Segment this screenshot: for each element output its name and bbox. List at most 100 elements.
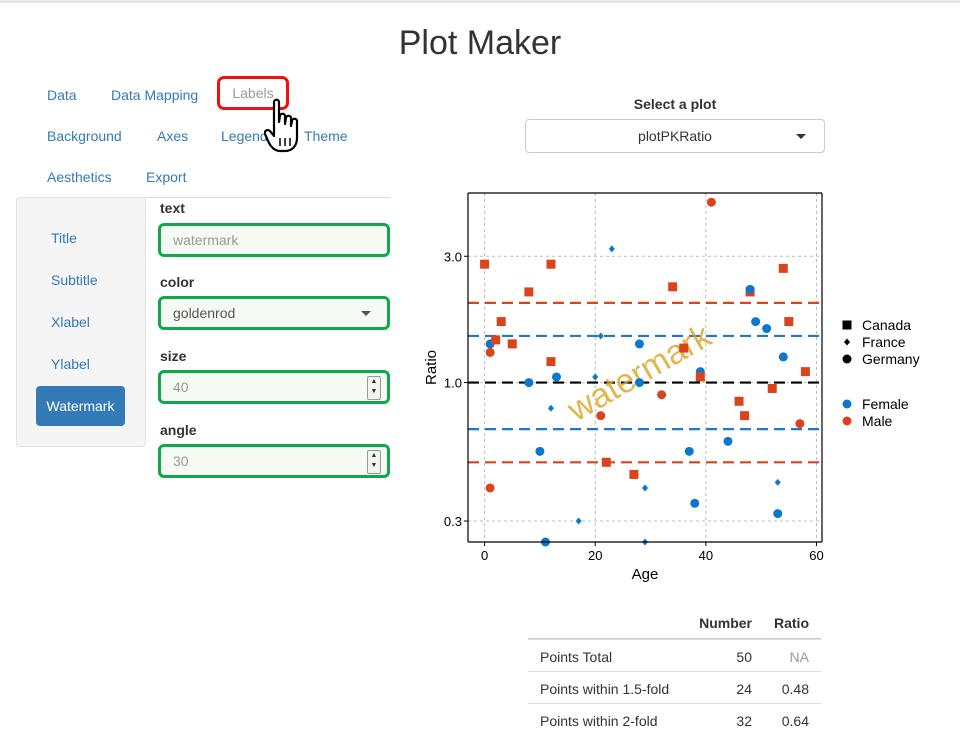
subtab-ylabel[interactable]: Ylabel: [51, 356, 90, 372]
tab-legend[interactable]: Legend: [221, 128, 268, 144]
data-point-circle: [751, 317, 761, 327]
tab-export[interactable]: Export: [146, 169, 187, 185]
data-point-square: [496, 317, 506, 327]
plot-select[interactable]: plotPKRatio: [525, 119, 825, 153]
stats-cell-label: Points Total: [540, 649, 613, 665]
data-point-circle: [706, 197, 716, 207]
legend-label: Female: [862, 396, 909, 412]
legend-color-icon: [842, 416, 852, 426]
data-point-square: [734, 396, 744, 406]
data-point-circle: [723, 436, 733, 446]
data-point-square: [507, 339, 517, 349]
y-tick-label: 3.0: [444, 249, 462, 264]
legend-label: Germany: [862, 351, 920, 367]
angle-stepper-icon[interactable]: ▲ ▼: [367, 450, 381, 474]
legend-label: Male: [862, 413, 893, 429]
data-point-circle: [773, 509, 783, 519]
data-point-circle: [657, 390, 667, 400]
data-point-square: [695, 372, 705, 382]
legend-label: France: [862, 334, 906, 350]
data-point-square: [740, 411, 750, 421]
text-input[interactable]: watermark: [158, 223, 390, 257]
plot-panel: [468, 193, 822, 542]
data-point-circle: [634, 339, 644, 349]
data-point-square: [679, 343, 689, 353]
legend-diamond-icon: [844, 338, 850, 346]
subtab-watermark[interactable]: Watermark: [36, 386, 125, 426]
data-point-square: [480, 259, 490, 269]
table-row: Points Total 50 NA: [528, 639, 821, 671]
size-input[interactable]: 40 ▲ ▼: [158, 370, 390, 404]
tab-theme[interactable]: Theme: [304, 128, 348, 144]
select-plot-label: Select a plot: [633, 96, 717, 112]
color-select[interactable]: goldenrod: [158, 296, 390, 330]
data-point-square: [546, 259, 556, 269]
x-tick-label: 20: [588, 548, 602, 563]
data-point-square: [601, 457, 611, 467]
stats-header-ratio: Ratio: [774, 615, 809, 631]
data-point-circle: [535, 446, 545, 456]
y-axis-title: Ratio: [423, 350, 440, 385]
size-stepper-icon[interactable]: ▲ ▼: [367, 376, 381, 400]
table-row: Points within 1.5-fold 24 0.48: [528, 671, 821, 703]
data-point-diamond: [575, 517, 582, 525]
data-point-diamond: [642, 484, 648, 492]
size-label: size: [160, 348, 187, 364]
legend-color-icon: [842, 399, 852, 409]
tab-aesthetics[interactable]: Aesthetics: [47, 169, 112, 185]
tab-labels[interactable]: Labels: [217, 76, 289, 110]
tab-data-mapping[interactable]: Data Mapping: [111, 87, 199, 103]
stats-cell-ratio: 0.48: [781, 681, 809, 697]
data-point-square: [524, 287, 534, 297]
data-point-diamond: [774, 478, 781, 486]
data-point-circle: [762, 324, 772, 334]
x-tick-label: 0: [481, 548, 488, 563]
legend-square-icon: [842, 320, 852, 330]
subtab-subtitle[interactable]: Subtitle: [51, 272, 98, 288]
data-point-square: [546, 357, 556, 367]
tab-background[interactable]: Background: [47, 128, 122, 144]
y-tick-label: 1.0: [444, 376, 462, 391]
tab-data[interactable]: Data: [47, 87, 77, 103]
tab-axes[interactable]: Axes: [157, 128, 189, 144]
legend-circle-icon: [842, 354, 852, 364]
data-point-circle: [634, 378, 644, 388]
data-point-circle: [524, 378, 534, 388]
stats-cell-number: 50: [736, 649, 752, 665]
chevron-down-icon: [796, 134, 806, 139]
legend-label: Canada: [862, 317, 911, 333]
data-point-diamond: [547, 404, 554, 412]
data-point-square: [778, 263, 788, 273]
plot-select-value: plotPKRatio: [638, 128, 712, 144]
data-point-circle: [485, 483, 495, 493]
data-point-circle: [778, 352, 788, 362]
color-label: color: [160, 274, 195, 290]
data-point-circle: [795, 419, 805, 429]
data-point-circle: [485, 347, 495, 357]
stats-table: Number Ratio Points Total 50 NA Points w…: [528, 606, 821, 735]
stats-cell-number: 24: [736, 681, 752, 697]
angle-input[interactable]: 30 ▲ ▼: [158, 444, 390, 478]
stats-cell-label: Points within 1.5-fold: [540, 681, 670, 697]
data-point-diamond: [592, 373, 599, 381]
table-row: Points within 2-fold 32 0.64: [528, 703, 821, 735]
data-point-circle: [596, 411, 606, 421]
stats-header-row: Number Ratio: [528, 606, 821, 639]
x-tick-label: 60: [809, 548, 823, 563]
data-point-circle: [745, 284, 755, 294]
data-point-square: [629, 469, 639, 479]
stats-header-number: Number: [699, 615, 752, 631]
data-point-square: [800, 367, 810, 377]
data-point-square: [491, 335, 501, 345]
color-select-value: goldenrod: [173, 305, 236, 321]
data-point-square: [668, 282, 678, 292]
data-point-square: [767, 383, 777, 393]
subtab-title[interactable]: Title: [51, 230, 77, 246]
angle-input-placeholder: 30: [173, 453, 189, 469]
y-tick-label: 0.3: [444, 514, 462, 529]
stats-cell-ratio: NA: [789, 649, 809, 665]
x-axis-title: Age: [632, 566, 659, 583]
x-tick-label: 40: [699, 548, 713, 563]
subtab-xlabel[interactable]: Xlabel: [51, 314, 90, 330]
